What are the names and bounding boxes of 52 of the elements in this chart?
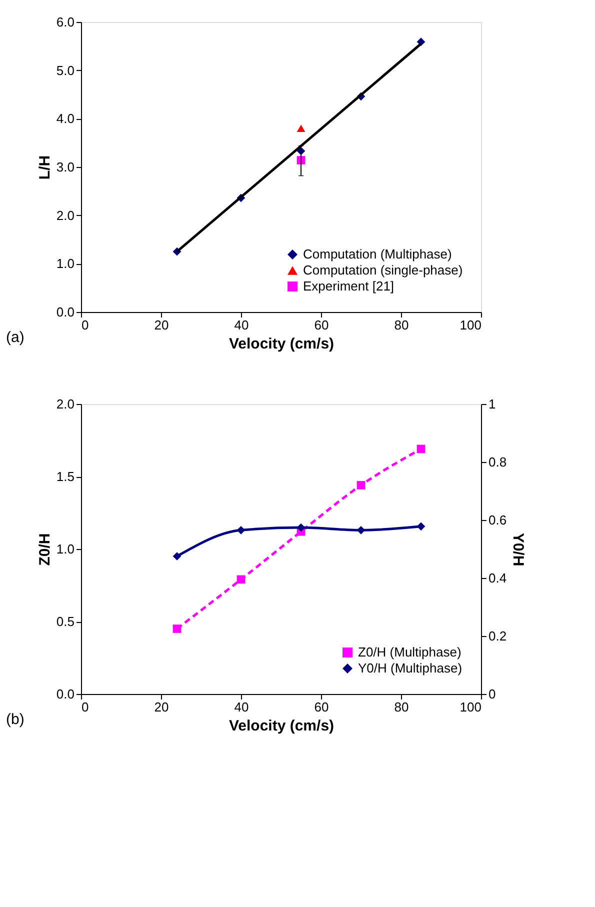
- y-tick-label: 0.0: [56, 304, 74, 320]
- x-tick-label: 60: [314, 700, 329, 714]
- point: [356, 526, 366, 534]
- y2-tick-label: 0.4: [488, 570, 507, 586]
- x-tick-label: 20: [154, 700, 169, 714]
- legend-label: Experiment [21]: [303, 278, 394, 294]
- y-tick-label: 2.0: [56, 396, 74, 412]
- y-tick-label: 0.5: [56, 614, 74, 629]
- y2-axis-title: Y0/H: [510, 532, 527, 566]
- x-tick-label: 80: [394, 700, 409, 714]
- x-axis-title: Velocity (cm/s): [228, 718, 334, 734]
- point: [236, 575, 246, 584]
- y2-tick-label: 0.8: [488, 454, 507, 470]
- point: [172, 624, 182, 633]
- y2-tick-label: 0.6: [488, 512, 507, 528]
- legend-label: Z0/H (Multiphase): [358, 644, 462, 660]
- y2-tick-label: 0: [488, 686, 496, 702]
- y-tick-label: 1.0: [56, 542, 74, 556]
- y-tick-label: 1.0: [56, 256, 74, 272]
- y2-tick-label: 0.2: [488, 628, 507, 644]
- legend-label: Computation (Multiphase): [303, 246, 452, 262]
- x-tick-label: 0: [82, 318, 89, 332]
- point: [416, 444, 426, 454]
- x-tick-label: 0: [82, 700, 89, 714]
- point: [172, 552, 182, 560]
- legend-label: Y0/H (Multiphase): [358, 660, 462, 676]
- point: [416, 522, 426, 531]
- x-tick-label: 20: [154, 318, 169, 332]
- y-tick-label: 1.5: [56, 469, 74, 484]
- legend-label: Computation (single-phase): [303, 262, 463, 278]
- y-tick-label: 5.0: [56, 62, 74, 78]
- x-tick-label: 40: [234, 318, 249, 332]
- x-tick-label: 100: [460, 700, 482, 714]
- text: (a): [6, 329, 24, 346]
- y-tick-label: 2.0: [56, 208, 74, 223]
- y-tick-label: 4.0: [56, 111, 74, 126]
- x-tick-label: 80: [394, 318, 409, 332]
- x-tick-label: 100: [460, 318, 482, 332]
- point: [296, 523, 306, 532]
- point: [236, 526, 246, 534]
- y-axis-title: Z0/H: [36, 533, 54, 566]
- y-tick-label: 3.0: [56, 160, 74, 174]
- point: [296, 124, 306, 132]
- x-tick-label: 40: [234, 700, 249, 714]
- y-tick-label: 0.0: [56, 686, 74, 702]
- y2-tick-label: 1: [488, 396, 496, 412]
- x-axis-title: Velocity (cm/s): [228, 336, 334, 352]
- text: (b): [6, 711, 24, 728]
- x-tick-label: 60: [314, 318, 329, 332]
- y-axis-title: L/H: [36, 155, 54, 180]
- point: [356, 481, 366, 490]
- y-tick-label: 6.0: [56, 14, 74, 30]
